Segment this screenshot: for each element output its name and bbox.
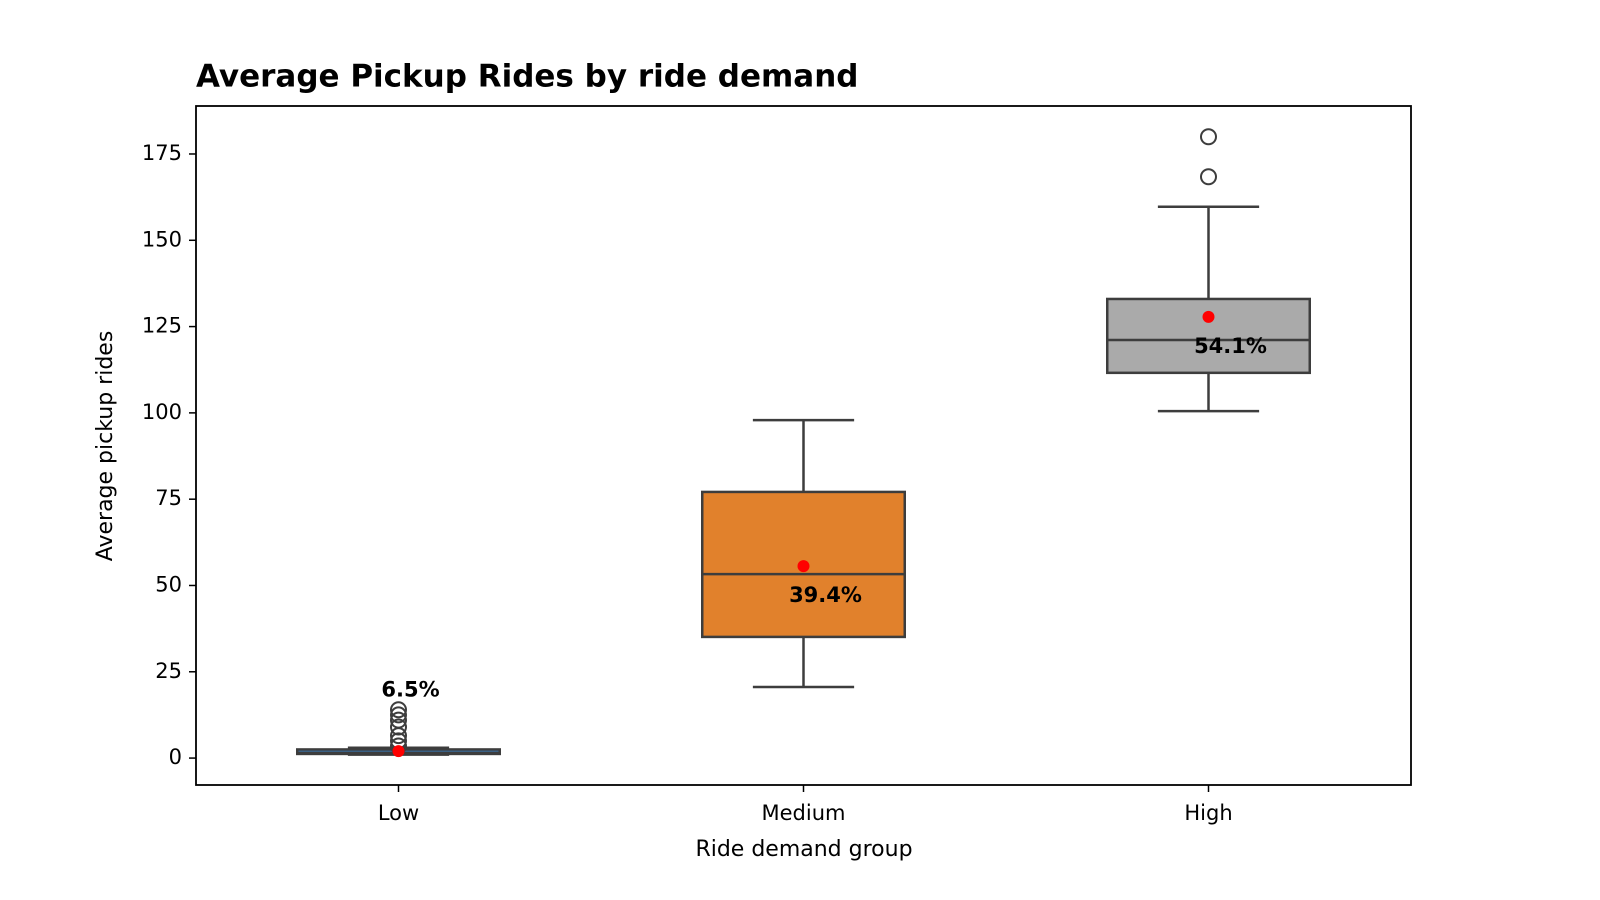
plot-frame (195, 105, 1412, 786)
annotation: 6.5% (381, 678, 439, 702)
y-tick-label: 75 (155, 486, 182, 510)
y-tick-label: 50 (155, 572, 182, 596)
y-tick-label: 150 (142, 227, 182, 251)
annotation: 54.1% (1194, 334, 1267, 358)
y-tick-label: 125 (142, 314, 182, 338)
outlier (390, 711, 407, 729)
y-tick-label: 175 (142, 141, 182, 165)
box (1106, 297, 1311, 375)
x-axis-label: Ride demand group (695, 837, 912, 862)
mean-dot (1202, 310, 1215, 323)
outlier (390, 718, 407, 736)
outlier (390, 706, 407, 724)
x-tick-label: High (1184, 801, 1232, 825)
x-tick-label: Medium (762, 801, 846, 825)
outlier (1200, 168, 1217, 186)
mean-dot (392, 745, 405, 758)
y-tick-label: 25 (155, 659, 182, 683)
outlier (1200, 128, 1217, 146)
outlier (390, 701, 407, 719)
y-axis-label: Average pickup rides (93, 331, 118, 562)
mean-dot (797, 560, 810, 573)
y-tick-label: 0 (169, 745, 182, 769)
x-tick-label: Low (378, 801, 419, 825)
y-tick-label: 100 (142, 400, 182, 424)
chart-title: Average Pickup Rides by ride demand (196, 59, 859, 95)
annotation: 39.4% (789, 583, 862, 607)
